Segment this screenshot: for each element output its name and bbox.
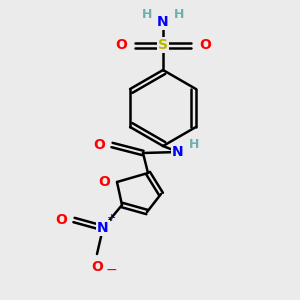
Text: S: S	[158, 38, 168, 52]
Text: O: O	[115, 38, 127, 52]
Text: O: O	[199, 38, 211, 52]
Text: O: O	[91, 260, 103, 274]
Text: H: H	[142, 8, 152, 20]
Text: −: −	[105, 263, 117, 277]
Text: O: O	[98, 175, 110, 189]
Text: O: O	[55, 213, 67, 227]
Text: H: H	[174, 8, 184, 20]
Text: O: O	[93, 138, 105, 152]
Text: H: H	[189, 139, 199, 152]
Text: +: +	[106, 213, 116, 223]
Text: N: N	[97, 221, 109, 235]
Text: N: N	[172, 145, 184, 159]
Text: N: N	[157, 15, 169, 29]
